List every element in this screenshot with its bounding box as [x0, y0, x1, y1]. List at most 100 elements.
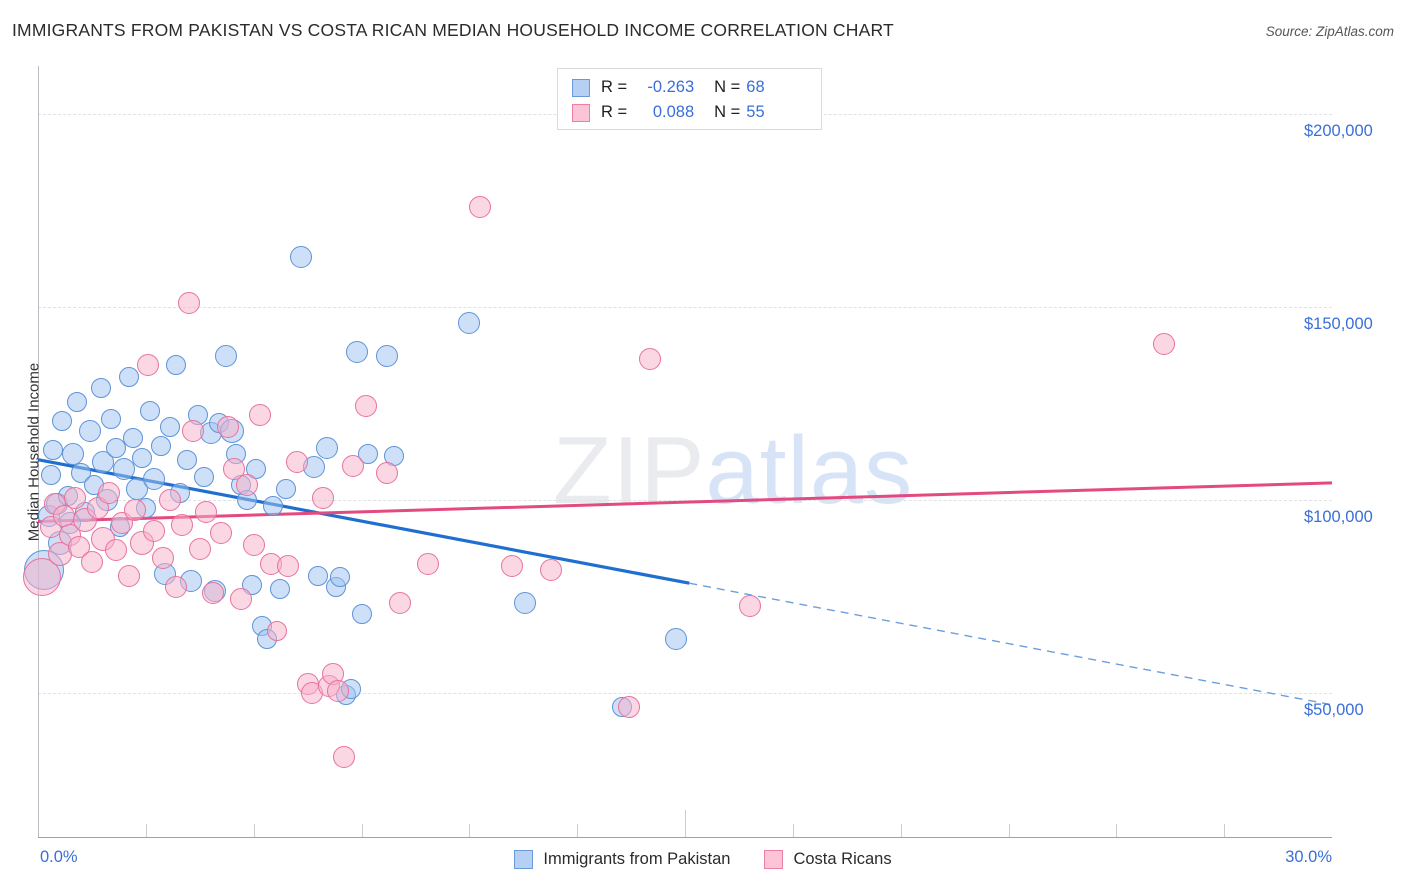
data-point-pakistan[interactable] [194, 467, 215, 488]
data-point-costarican[interactable] [63, 487, 86, 510]
data-point-pakistan[interactable] [66, 391, 87, 412]
data-point-costarican[interactable] [354, 394, 377, 417]
data-point-pakistan[interactable] [269, 579, 290, 600]
data-point-costarican[interactable] [389, 591, 412, 614]
x-axis-tick [792, 824, 794, 838]
data-point-costarican[interactable] [67, 535, 90, 558]
y-axis-title: Median Household Income [25, 362, 43, 542]
legend-item-costarican[interactable]: Costa Ricans [764, 850, 892, 869]
data-point-pakistan[interactable] [78, 419, 101, 442]
data-point-costarican[interactable] [277, 554, 300, 577]
data-point-costarican[interactable] [165, 576, 188, 599]
data-point-costarican[interactable] [417, 552, 440, 575]
data-point-costarican[interactable] [124, 498, 147, 521]
swatch-costarican-icon [572, 103, 590, 122]
data-point-costarican[interactable] [469, 195, 492, 218]
data-point-pakistan[interactable] [376, 344, 399, 367]
data-point-pakistan[interactable] [91, 450, 114, 473]
data-point-pakistan[interactable] [458, 311, 481, 334]
data-point-costarican[interactable] [223, 458, 246, 481]
data-point-pakistan[interactable] [357, 443, 378, 464]
data-point-costarican[interactable] [639, 348, 662, 371]
data-point-pakistan[interactable] [176, 449, 197, 470]
data-point-costarican[interactable] [188, 537, 211, 560]
data-point-costarican[interactable] [540, 558, 563, 581]
y-axis-tick-label: $50,000 [1304, 701, 1364, 720]
data-point-costarican[interactable] [249, 404, 272, 427]
data-point-pakistan[interactable] [346, 340, 369, 363]
data-point-costarican[interactable] [158, 489, 181, 512]
y-axis-line [38, 66, 39, 838]
data-point-costarican[interactable] [182, 419, 205, 442]
data-point-pakistan[interactable] [214, 344, 237, 367]
data-point-costarican[interactable] [376, 462, 399, 485]
data-point-costarican[interactable] [104, 539, 127, 562]
correlation-stats-box: R = -0.263 N = 68 R = 0.088 N = 55 [557, 68, 822, 130]
data-point-costarican[interactable] [311, 487, 334, 510]
stats-row-costarican: R = 0.088 N = 55 [572, 100, 811, 125]
data-point-costarican[interactable] [117, 564, 140, 587]
data-point-costarican[interactable] [1152, 332, 1175, 355]
data-point-costarican[interactable] [201, 581, 224, 604]
data-point-pakistan[interactable] [150, 436, 171, 457]
data-point-costarican[interactable] [236, 473, 259, 496]
data-point-pakistan[interactable] [315, 437, 338, 460]
data-point-costarican[interactable] [242, 533, 265, 556]
data-point-pakistan[interactable] [122, 428, 143, 449]
data-point-pakistan[interactable] [90, 378, 111, 399]
data-point-costarican[interactable] [267, 621, 288, 642]
data-point-pakistan[interactable] [118, 366, 139, 387]
data-point-pakistan[interactable] [263, 496, 284, 517]
data-point-pakistan[interactable] [290, 246, 313, 269]
data-point-costarican[interactable] [617, 695, 640, 718]
x-axis-tick [469, 824, 471, 838]
data-point-pakistan[interactable] [276, 478, 297, 499]
data-point-pakistan[interactable] [159, 416, 180, 437]
data-point-costarican[interactable] [326, 680, 349, 703]
data-point-pakistan[interactable] [143, 468, 166, 491]
y-axis-tick-label: $200,000 [1304, 122, 1373, 141]
x-axis-tick [685, 810, 686, 838]
data-point-costarican[interactable] [136, 354, 159, 377]
data-point-costarican[interactable] [333, 745, 356, 768]
data-point-costarican[interactable] [171, 514, 194, 537]
data-point-costarican[interactable] [80, 551, 103, 573]
data-point-pakistan[interactable] [351, 604, 372, 625]
data-point-pakistan[interactable] [101, 409, 122, 430]
data-point-costarican[interactable] [738, 595, 761, 618]
data-point-pakistan[interactable] [61, 442, 84, 465]
data-point-costarican[interactable] [98, 481, 121, 504]
n-label-costarican: N = [714, 103, 741, 121]
data-point-pakistan[interactable] [105, 438, 126, 459]
data-point-costarican[interactable] [285, 450, 308, 473]
data-point-costarican[interactable] [501, 554, 524, 577]
legend-label-costarican: Costa Ricans [793, 850, 892, 868]
data-point-pakistan[interactable] [40, 465, 61, 486]
data-point-costarican[interactable] [216, 415, 239, 438]
legend-item-pakistan[interactable]: Immigrants from Pakistan [514, 850, 730, 869]
data-point-pakistan[interactable] [43, 440, 64, 461]
data-point-pakistan[interactable] [166, 355, 187, 376]
data-point-pakistan[interactable] [140, 401, 161, 422]
data-point-costarican[interactable] [210, 522, 233, 545]
data-point-pakistan[interactable] [131, 447, 152, 468]
data-point-pakistan[interactable] [329, 567, 350, 588]
x-axis-label-min: 0.0% [40, 848, 78, 866]
data-point-pakistan[interactable] [665, 628, 688, 651]
stats-row-pakistan: R = -0.263 N = 68 [572, 75, 811, 100]
data-point-costarican[interactable] [341, 454, 364, 477]
data-point-costarican[interactable] [195, 500, 218, 523]
x-axis-tick [1224, 824, 1226, 838]
swatch-pakistan-icon [572, 78, 590, 97]
x-axis-tick [145, 824, 147, 838]
x-axis-tick [361, 824, 363, 838]
x-axis-label-max: 30.0% [1285, 848, 1332, 866]
data-point-costarican[interactable] [143, 520, 166, 543]
data-point-pakistan[interactable] [51, 411, 72, 432]
data-point-costarican[interactable] [229, 587, 252, 610]
data-point-pakistan[interactable] [113, 458, 136, 481]
data-point-pakistan[interactable] [308, 565, 329, 586]
data-point-costarican[interactable] [177, 292, 200, 315]
data-point-costarican[interactable] [152, 547, 175, 570]
data-point-pakistan[interactable] [514, 591, 537, 614]
